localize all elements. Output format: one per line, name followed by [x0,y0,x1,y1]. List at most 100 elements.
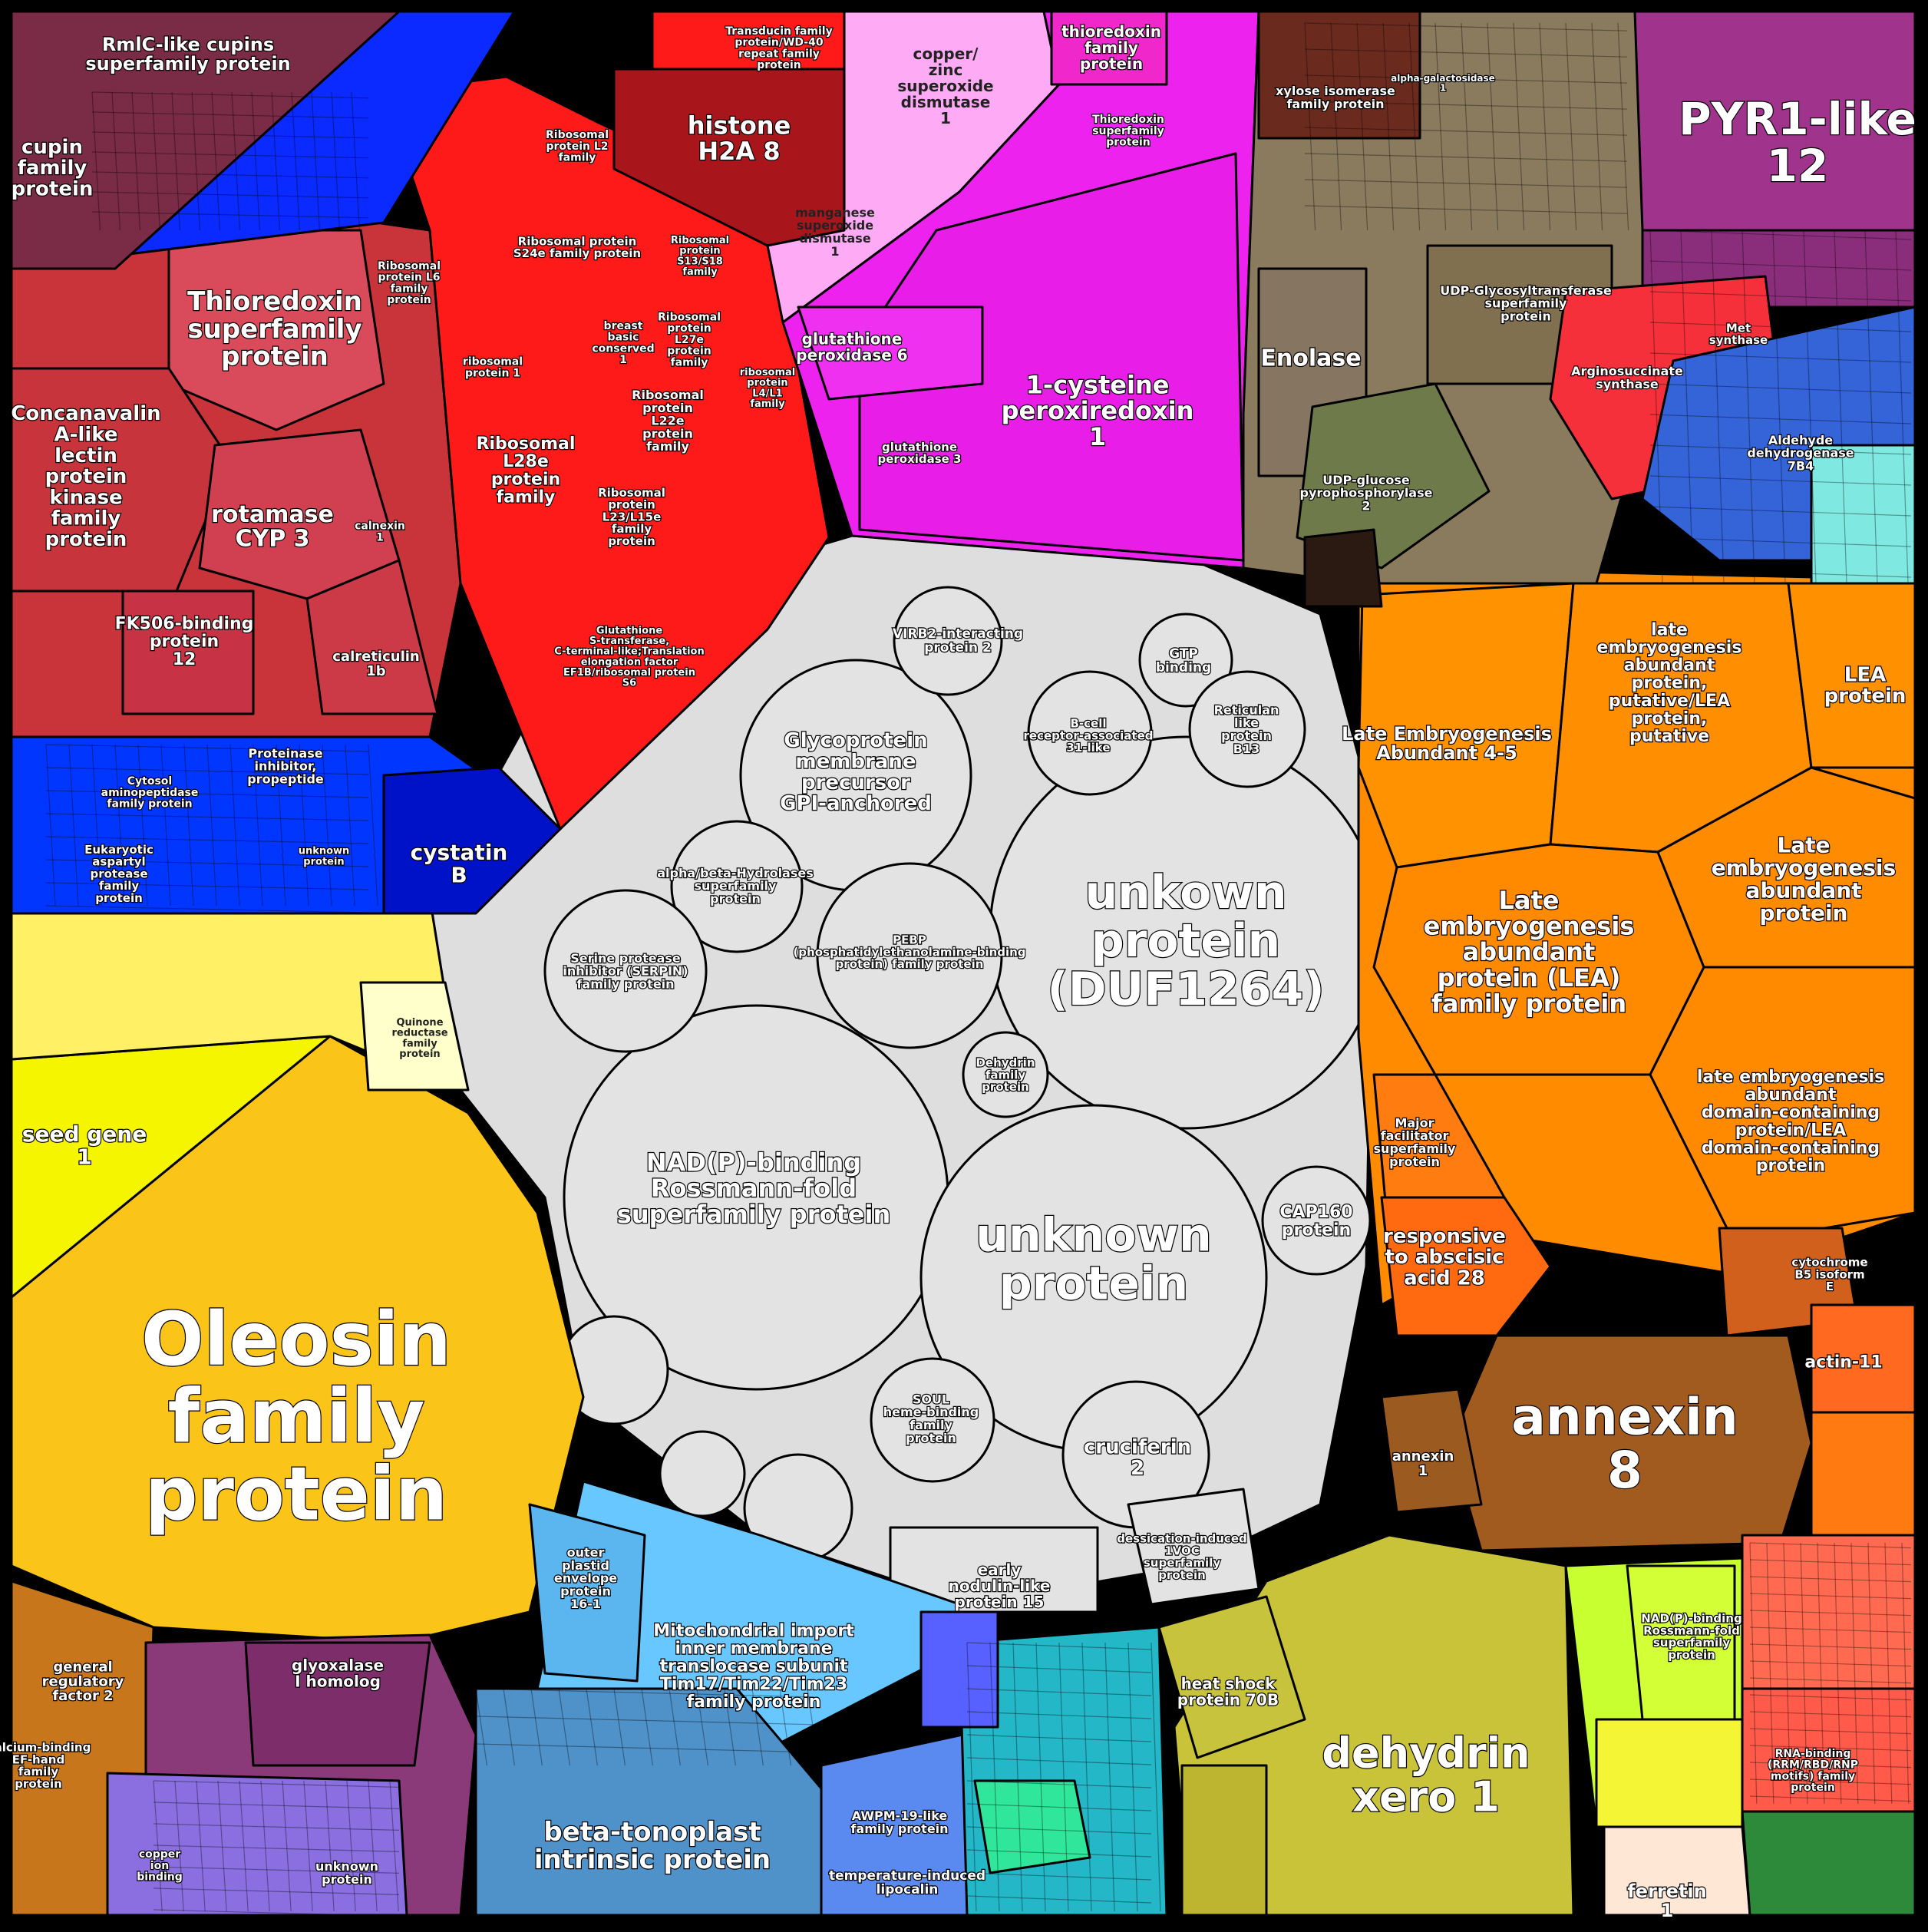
label-seed-gene: seed gene 1 [22,1121,147,1169]
texture-line [1127,1642,1138,1912]
cell-serpin [543,889,708,1053]
texture-line [196,1780,206,1912]
label-early-nodulin: early nodulin-like protein 15 [949,1560,1051,1611]
texture-line [1772,230,1786,584]
texture-line [1304,48,1628,58]
label-lea-abundant: Late embryogenesis abundant protein [1712,833,1896,926]
label-ribosomal-3: Ribosomal protein L6 family protein [378,260,441,306]
label-oleosin: Oleosin family protein [141,1296,451,1537]
label-pebp: PEBP (phosphatidylethanolamine-binding pro… [793,933,1025,972]
texture-line [239,1780,249,1912]
texture-line [1766,1542,1774,1805]
texture-line [1304,205,1628,214]
label-heatshock: heat shock protein 70B [1177,1675,1279,1709]
texture-line [989,1642,1000,1912]
cell-green-bottom [973,1779,1091,1874]
texture-line [1591,22,1603,231]
texture-line [1749,1762,1912,1769]
texture-line [231,91,240,231]
cell-desiccation [1127,1488,1260,1606]
texture-line [303,1780,313,1912]
cell-glutathione-6 [797,305,984,401]
texture-line [91,91,369,99]
texture-line [1304,101,1628,110]
cell-red-group [382,75,830,831]
texture-line [1487,22,1499,231]
label-lea45: Late Embryogenesis Abundant 4-5 [1342,723,1552,764]
texture-line [45,836,369,844]
label-desiccation: dessication-induced 1VOC superfamily protei… [1117,1532,1246,1582]
label-udp-glyco: UDP-Glycosyltransferase superfamily protei… [1440,283,1612,324]
texture-line [1304,153,1628,162]
texture-line [153,1780,400,1788]
texture-line [183,744,194,907]
label-ribosomal-11: Glutathione S-transferase, C-terminal-like… [554,625,704,689]
texture-line [91,91,101,231]
label-unknown-blue: unknown protein [299,846,350,868]
label-glyoxalase: glyoxalase I homolog [292,1656,384,1691]
label-lea-family: Late embryogenesis abundant protein (LEA) fa… [1424,886,1635,1018]
texture-line [966,1734,1152,1742]
texture-line [966,1780,1152,1788]
texture-line [966,1688,1152,1696]
cell-soul [870,1357,995,1483]
label-alpha-gal: alpha-galactosidase 1 [1391,73,1495,94]
texture-line [351,91,360,231]
label-glycoprotein: Glycoprotein membrane precursor GPI-anchore… [780,729,932,815]
texture-line [131,91,140,231]
texture-line [1408,22,1421,231]
texture-line [779,1688,791,1766]
cell-outer-plastid [528,1503,646,1683]
label-nadp-lime: NAD(P)-binding Rossmann-fold superfamily pr… [1641,1612,1741,1662]
texture-line [1649,322,1912,332]
label-ribosomal-4: breast basic conserved 1 [592,320,654,366]
label-responsive-aba: responsive to abscisic acid 28 [1383,1225,1506,1290]
texture-line [282,1780,292,1912]
texture-line [211,91,220,231]
texture-line [1749,1795,1912,1802]
cell-glyoxalase [244,1641,431,1767]
label-serpin: Serine protease inhibitor (SERPIN) family … [563,951,688,992]
label-outer-plastid: outer plastid envelope protein 16-1 [554,1545,617,1611]
label-lea-protein: LEA protein [1824,663,1907,707]
texture-line [45,813,369,821]
label-awpm: AWPM-19-like family protein [850,1808,948,1836]
texture-line [1901,1542,1910,1805]
label-ribosomal-6: Ribosomal protein L22e protein family [632,388,704,454]
texture-line [1749,1660,1912,1667]
cell-green-group [1741,1810,1916,1917]
label-xylose: xylose isomerase family protein [1276,84,1395,111]
label-rotamase: rotamase CYP 3 [211,501,334,553]
texture-line [1649,230,1663,584]
label-rmlc: RmlC-like cupins superfamily protein [85,34,290,74]
texture-line [171,91,180,231]
texture-line [153,1887,400,1895]
label-duf1264: unkown protein (DUF1264) [1047,866,1324,1016]
texture-line [1649,444,1912,455]
texture-line [45,882,369,890]
label-mitochondrial: Mitochondrial import inner membrane transl… [653,1622,854,1712]
label-glutathione-6: glutathione peroxidase 6 [796,330,907,365]
cell-cap160 [1261,1165,1372,1276]
label-transducin: Transducin family protein/WD-40 repeat fam… [725,25,832,71]
texture-line [1749,1593,1912,1600]
texture-line [966,1803,1152,1811]
cell-plant-protein [659,1430,746,1518]
label-unknown-grey: unknown protein [976,1209,1211,1311]
texture-line [1304,179,1628,188]
labels: RmlC-like cupins superfamily protein cupin… [0,21,1917,1922]
texture-line [1151,1642,1161,1912]
label-lea-domain: late embryogenesis abundant domain-contain… [1697,1068,1884,1176]
label-cysteine-perox: 1-cysteine peroxiredoxin 1 [1002,371,1194,451]
label-aldehyde: Aldehyde dehydrogenase 7B4 [1747,433,1854,474]
texture-line [586,1688,598,1766]
label-dehydrin-fam: Dehydrin family protein [976,1056,1035,1095]
cell-vir [893,586,1003,696]
texture-line [1304,22,1628,31]
texture-line [503,1688,515,1766]
texture-line [1741,230,1755,584]
texture-line [1749,1542,1758,1805]
texture-line [153,1802,400,1809]
label-vir: VIRB2-interacting protein 2 [893,626,1023,656]
